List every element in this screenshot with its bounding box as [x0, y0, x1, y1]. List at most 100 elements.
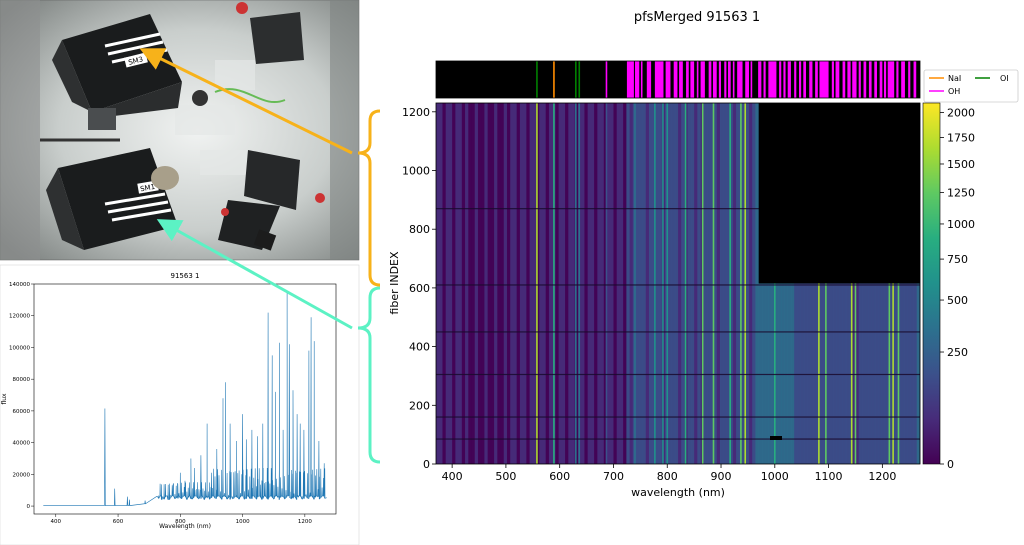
heatmap-continuum-band: [526, 103, 530, 464]
heatmap-continuum-band: [458, 103, 463, 464]
heatmap-continuum-band: [558, 103, 563, 464]
heatmap-continuum-band: [452, 103, 456, 464]
heatmap-x-tick-label: 400: [442, 470, 463, 483]
spectrum-plot-frame: [33, 283, 337, 515]
heatmap-continuum-band: [655, 103, 659, 464]
heatmap-sky-line: [605, 103, 608, 464]
strip-oh-band: [868, 61, 872, 98]
heatmap-continuum-band: [626, 103, 630, 464]
heatmap-fiber-gap: [436, 438, 920, 440]
strip-oh-band: [815, 61, 818, 98]
heatmap-continuum-band: [748, 103, 753, 464]
heatmap-continuum-band: [584, 103, 588, 464]
strip-oh-band: [700, 61, 705, 98]
heatmap-continuum-band: [500, 103, 505, 464]
strip-oh-band: [768, 61, 777, 98]
heatmap-continuum-band: [752, 103, 756, 464]
heatmap-fiber-gap: [436, 208, 920, 210]
heatmap-x-tick-label: 500: [495, 470, 516, 483]
colorbar-tick-label: 500: [947, 294, 968, 307]
strip-oh-band: [712, 61, 717, 98]
heatmap-sky-line: [684, 103, 687, 464]
heatmap-continuum-band: [568, 103, 572, 464]
strip-marker-oi: [575, 61, 577, 98]
strip-oh-band: [728, 61, 731, 98]
heatmap-continuum-band: [474, 103, 479, 464]
strip-oh-band: [783, 61, 786, 98]
strip-oh-band: [831, 61, 834, 98]
strip-oh-band: [679, 61, 683, 98]
strip-oh-band: [750, 61, 753, 98]
strip-marker-nai: [553, 61, 555, 98]
strip-oh-band: [758, 61, 762, 98]
heatmap-continuum-band: [448, 103, 453, 464]
heatmap-continuum-band: [503, 103, 508, 464]
strip-oh-band: [763, 61, 766, 98]
strip-oh-band: [640, 61, 643, 98]
strip-oh-band: [794, 61, 797, 98]
heatmap-continuum-band: [694, 103, 698, 464]
heatmap-x-tick-label: 1000: [761, 470, 789, 483]
heatmap-continuum-band: [516, 103, 521, 464]
heatmap-continuum-band: [674, 103, 679, 464]
strip-oh-band: [819, 61, 829, 98]
strip-oh-band: [874, 61, 877, 98]
strip-oh-band: [665, 61, 671, 98]
heatmap-continuum-band: [461, 103, 466, 464]
heatmap-continuum-band: [652, 103, 656, 464]
strip-oh-band: [724, 61, 727, 98]
spectrograph-sm1: SM1: [46, 148, 179, 250]
heatmap-y-tick-label: 800: [409, 223, 430, 236]
heatmap-continuum-band: [629, 103, 634, 464]
colorbar-tick-label: 1500: [947, 158, 975, 171]
heatmap-sky-line: [740, 103, 742, 464]
heatmap-x-tick-label: 1200: [868, 470, 896, 483]
colorbar: 0 250 500 750 1000 1250 1500 1750 2000: [922, 102, 975, 471]
heatmap-sky-line: [634, 103, 636, 464]
heatmap-continuum-band: [532, 103, 537, 464]
heatmap-continuum-band: [716, 103, 721, 464]
strip-oh-band: [835, 61, 840, 98]
legend-label-oi: OI: [1000, 74, 1009, 83]
heatmap-continuum-band: [565, 103, 569, 464]
heatmap-continuum-band: [616, 103, 621, 464]
strip-marker-oi: [578, 61, 581, 98]
heatmap-continuum-band: [445, 103, 450, 464]
heatmap-y-tick-label: 200: [409, 399, 430, 412]
legend-label-nai: NaI: [948, 74, 961, 83]
spectrum-x-tick-label: 400: [51, 519, 62, 525]
strip-oh-band: [634, 61, 640, 98]
heatmap-continuum-band: [571, 103, 576, 464]
strip-oh-band: [809, 61, 813, 98]
sm3-label: SM3: [128, 55, 144, 66]
heatmap-continuum-band: [513, 103, 517, 464]
heatmap-continuum-band: [671, 103, 676, 464]
heatmap-continuum-band: [610, 103, 614, 464]
strip-oh-band: [708, 61, 712, 98]
heatmap-sky-line: [712, 103, 715, 464]
heatmap-title: pfsMerged 91563 1: [634, 10, 760, 25]
spectrum-y-tick-label: 60000: [13, 409, 31, 415]
heatmap-sky-line: [575, 103, 577, 464]
heatmap-continuum-band: [471, 103, 476, 464]
strip-oh-band: [745, 61, 749, 98]
heatmap-continuum-band: [736, 103, 740, 464]
colorbar-tick-label: 750: [947, 253, 968, 266]
heatmap-continuum-band: [561, 103, 566, 464]
sm1-label: SM1: [140, 183, 156, 193]
heatmap-y-tick-label: 1000: [402, 165, 430, 178]
strip-oh-band: [879, 61, 883, 98]
heatmap-continuum-band: [484, 103, 488, 464]
heatmap-continuum-band: [607, 103, 611, 464]
strip-oh-band: [863, 61, 867, 98]
strip-oh-band: [626, 61, 634, 98]
spectrum-y-tick-label: 0: [27, 504, 31, 510]
heatmap-sky-line: [744, 103, 747, 464]
colorbar-tick-label: 1000: [947, 218, 975, 231]
strip-marker-oi: [536, 61, 538, 98]
heatmap-sky-line: [578, 103, 581, 464]
heatmap-continuum-band: [726, 103, 730, 464]
heatmap-continuum-band: [755, 103, 759, 464]
line-legend: NaI OI OH: [923, 69, 1019, 103]
strip-oh-band: [842, 61, 846, 98]
